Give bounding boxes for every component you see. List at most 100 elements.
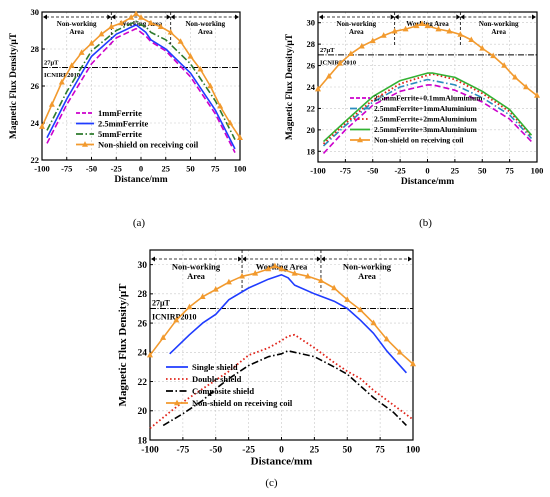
- x-tick-label: 25: [310, 446, 320, 456]
- y-tick-label: 26: [138, 319, 148, 329]
- y-tick-label: 20: [138, 407, 148, 417]
- triangle-marker-icon: [410, 360, 416, 367]
- triangle-marker-icon: [82, 141, 88, 147]
- arrow-head-icon: [394, 14, 399, 20]
- triangle-marker-icon: [173, 316, 180, 323]
- x-tick-label: 0: [425, 166, 429, 176]
- x-tick-label: 75: [211, 164, 220, 174]
- triangle-marker-icon: [217, 102, 224, 109]
- panel-a: -100 -75 -50 -25 0 25 50 75 100 22 24 26 28 30 Distanc…: [9, 7, 246, 229]
- panel-label: (c): [265, 477, 278, 489]
- triangle-marker-icon: [413, 22, 420, 29]
- arrow-head-icon: [408, 256, 412, 262]
- triangle-marker-icon: [315, 85, 321, 92]
- legend-label: 1mmFerrite: [98, 108, 142, 118]
- triangle-marker-icon: [174, 399, 180, 406]
- triangle-marker-icon: [291, 269, 298, 276]
- x-tick-label: -100: [141, 446, 159, 456]
- reference-name-label: ICNIRP2010: [152, 312, 196, 321]
- triangle-marker-icon: [357, 136, 363, 143]
- legend-label: Composite shield: [192, 386, 254, 396]
- legend-label: Non-shield on receiving coil: [192, 398, 293, 408]
- arrow-head-icon: [316, 256, 321, 262]
- left-area-label: Non-working Area: [336, 20, 376, 36]
- x-tick-label: -75: [61, 164, 72, 174]
- x-tick-label: -75: [177, 446, 190, 456]
- triangle-marker-icon: [391, 27, 398, 34]
- reference-value-label: 27μT: [152, 298, 171, 307]
- triangle-marker-icon: [147, 19, 154, 26]
- triangle-marker-icon: [490, 52, 497, 59]
- y-tick-label: 30: [307, 18, 316, 28]
- y-tick-label: 20: [307, 125, 316, 135]
- triangle-marker-icon: [68, 62, 75, 68]
- x-tick-label: -75: [340, 166, 351, 176]
- x-tick-label: -100: [34, 164, 50, 174]
- triangle-marker-icon: [419, 20, 426, 26]
- triangle-marker-icon: [108, 23, 115, 29]
- triangle-marker-icon: [199, 293, 206, 299]
- legend-label: 2.5mmFerrite+1mmAluminium: [374, 104, 477, 113]
- triangle-marker-icon: [344, 296, 351, 302]
- reference-name-label: ICNIRP2010: [320, 59, 356, 66]
- triangle-marker-icon: [396, 348, 403, 355]
- triangle-marker-icon: [48, 101, 55, 107]
- triangle-marker-icon: [227, 119, 234, 126]
- triangle-marker-icon: [88, 40, 95, 46]
- triangle-marker-icon: [534, 92, 540, 98]
- triangle-marker-icon: [468, 36, 475, 43]
- legend-label: Non-shield on receiving coil: [374, 136, 464, 145]
- series-line-non-shield-on-receiving-coil: [317, 22, 538, 97]
- arrow-head-icon: [111, 14, 116, 20]
- arrow-head-icon: [107, 14, 112, 20]
- triangle-marker-icon: [147, 351, 153, 358]
- x-tick-label: 0: [139, 164, 143, 174]
- triangle-marker-icon: [177, 38, 184, 44]
- triangle-marker-icon: [357, 306, 364, 313]
- triangle-marker-icon: [402, 25, 409, 32]
- panel-c: -100 -75 -50 -25 0 25 50 75 100 18 20 22 24 26 28 30 Dis…: [117, 249, 421, 489]
- triangle-marker-icon: [370, 319, 377, 326]
- panel-label: (a): [133, 217, 146, 229]
- x-tick-label: 50: [186, 164, 195, 174]
- y-tick-label: 28: [31, 44, 40, 54]
- arrow-head-icon: [390, 14, 395, 20]
- y-axis-label: Magnetic Flux Density/μT: [285, 33, 295, 140]
- x-tick-label: 100: [406, 446, 421, 456]
- triangle-marker-icon: [369, 37, 376, 44]
- triangle-marker-icon: [501, 62, 508, 68]
- triangle-marker-icon: [278, 265, 285, 272]
- arrow-head-icon: [456, 14, 461, 20]
- middle-area-label: Working Area: [120, 20, 163, 28]
- x-tick-label: 50: [478, 166, 487, 176]
- x-axis-label: Distance/mm: [114, 175, 167, 185]
- x-axis-label: Distance/mm: [401, 177, 454, 187]
- y-axis-label: Magnetic Flux Density/μT: [117, 283, 129, 407]
- y-tick-label: 24: [138, 349, 148, 359]
- x-tick-label: 100: [234, 164, 247, 174]
- legend-label: 2.5mmFerrite: [98, 118, 148, 128]
- series-line-5mmferrite: [46, 20, 236, 140]
- legend-label: Double shield: [192, 374, 242, 384]
- y-tick-label: 30: [31, 7, 40, 17]
- legend-label: Single shield: [192, 362, 238, 372]
- triangle-marker-icon: [207, 82, 214, 89]
- legend-label: 2.5mmFerrite+3mmAluminium: [374, 125, 477, 134]
- x-axis-label: Distance/mm: [251, 456, 313, 468]
- triangle-marker-icon: [128, 14, 135, 20]
- triangle-marker-icon: [325, 72, 332, 79]
- triangle-marker-icon: [186, 303, 193, 310]
- triangle-marker-icon: [317, 277, 324, 283]
- x-tick-label: -50: [86, 164, 97, 174]
- triangle-marker-icon: [138, 14, 144, 20]
- reference-value-label: 27μT: [320, 47, 335, 54]
- left-area-label: Non-working Area: [57, 20, 97, 36]
- triangle-marker-icon: [197, 65, 204, 72]
- triangle-marker-icon: [225, 278, 232, 285]
- series-line-non-shield-on-receiving-coil: [149, 265, 414, 365]
- series-line-1mmferrite: [46, 27, 236, 153]
- y-tick-label: 26: [31, 81, 40, 91]
- triangle-marker-icon: [58, 78, 65, 85]
- series-line-2-5mmferrite-3mmaluminium: [322, 72, 533, 143]
- y-tick-label: 18: [138, 436, 148, 446]
